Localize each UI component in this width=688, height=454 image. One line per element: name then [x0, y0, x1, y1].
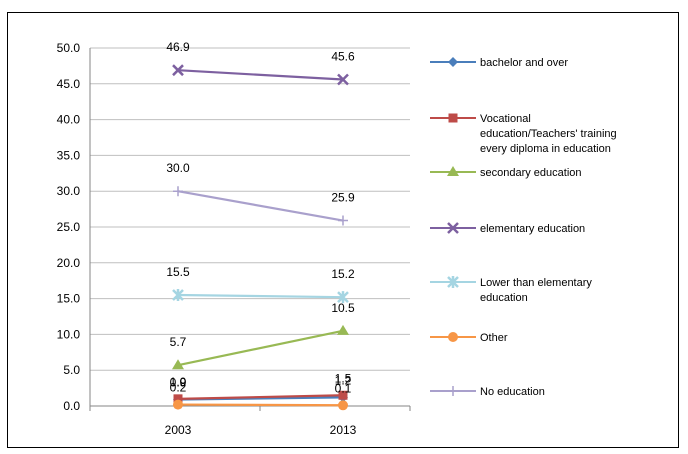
y-tick-label: 5.0	[63, 363, 80, 377]
series-line	[177, 403, 344, 407]
legend-label-line: Lower than elementary	[480, 277, 592, 289]
data-label: 0.1	[335, 381, 352, 395]
data-label: 10.5	[331, 301, 355, 315]
data-point	[337, 324, 349, 335]
legend-label: Vocational education/Teachers' training ev…	[480, 113, 617, 155]
series-line	[177, 69, 344, 81]
y-tick-label: 30.0	[57, 184, 81, 198]
data-label: 30.0	[166, 161, 190, 175]
x-tick-label: 2013	[330, 423, 357, 437]
data-point	[173, 186, 183, 197]
legend-label: elementary education	[480, 223, 585, 235]
y-tick-label: 25.0	[57, 220, 81, 234]
data-point	[337, 291, 349, 304]
legend-marker	[448, 57, 458, 67]
data-label: 0.2	[170, 381, 187, 395]
chart-frame	[7, 12, 679, 448]
legend-marker	[448, 113, 458, 123]
y-tick-label: 10.0	[57, 327, 81, 341]
legend-marker	[447, 276, 459, 288]
x-tick-label: 2003	[165, 423, 192, 437]
series-line	[177, 329, 344, 367]
data-label: 0.9	[170, 376, 187, 390]
series-line	[177, 293, 344, 299]
legend-label-line: every diploma in education	[480, 143, 611, 155]
legend-label-line: Vocational	[480, 113, 531, 125]
data-point	[173, 399, 183, 410]
legend-label-line: bachelor and over	[480, 57, 568, 69]
data-point	[338, 400, 348, 411]
legend-label-line: secondary education	[480, 167, 582, 179]
y-tick-label: 45.0	[57, 77, 81, 91]
y-tick-label: 20.0	[57, 256, 81, 270]
legend-label: bachelor and over	[480, 57, 568, 69]
data-label: 45.6	[331, 50, 355, 64]
data-label: 1.0	[170, 375, 187, 389]
data-label: 25.9	[331, 191, 355, 205]
legend-label-line: education/Teachers' training	[480, 128, 617, 140]
data-label: 1.5	[335, 371, 352, 385]
data-label: 15.2	[331, 267, 355, 281]
legend-label-line: No education	[480, 386, 545, 398]
series-line	[177, 394, 344, 400]
data-point	[338, 215, 348, 226]
data-label: 46.9	[166, 40, 190, 54]
y-tick-label: 0.0	[63, 399, 80, 413]
legend-label: No education	[480, 386, 545, 398]
legend-marker	[448, 386, 458, 396]
legend-label-line: elementary education	[480, 223, 585, 235]
legend-label-line: Other	[480, 332, 508, 344]
data-label: 5.7	[170, 335, 187, 349]
y-tick-label: 35.0	[57, 148, 81, 162]
data-point	[172, 359, 184, 370]
data-label: 1.2	[335, 373, 352, 387]
legend-marker	[448, 332, 458, 342]
legend-label-line: education	[480, 292, 528, 304]
legend-label: secondary education	[480, 167, 582, 179]
y-tick-label: 40.0	[57, 113, 81, 127]
legend-label: Other	[480, 332, 508, 344]
data-point	[338, 390, 348, 400]
data-point	[172, 64, 184, 77]
legend-marker	[447, 222, 459, 234]
series-line	[177, 190, 344, 222]
data-point	[337, 73, 349, 86]
legend-label: Lower than elementary education	[480, 277, 592, 304]
y-tick-label: 15.0	[57, 292, 81, 306]
data-point	[173, 394, 183, 404]
data-label: 15.5	[166, 265, 190, 279]
legend-marker	[447, 166, 459, 176]
data-point	[172, 289, 184, 302]
y-tick-label: 50.0	[57, 41, 81, 55]
